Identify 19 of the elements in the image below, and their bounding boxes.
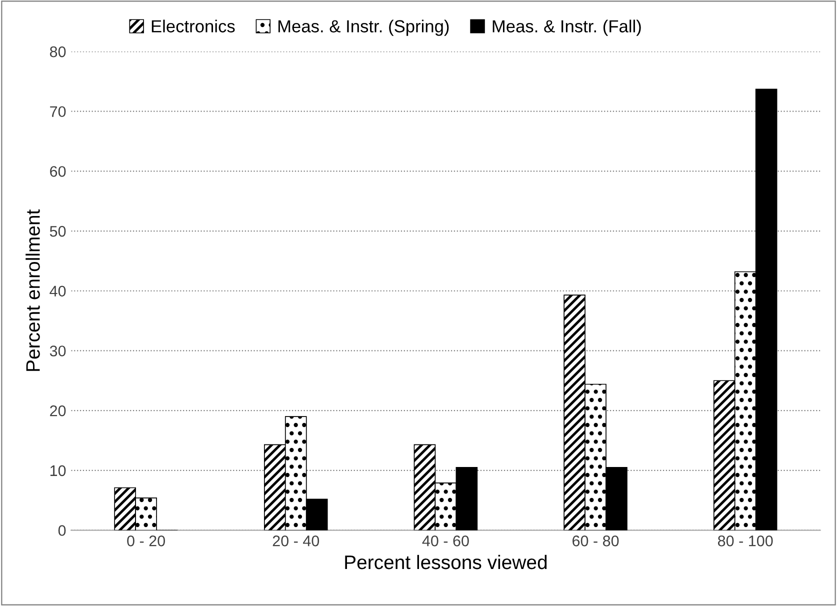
y-tick-label: 20 (50, 405, 66, 416)
y-tick-label: 10 (50, 465, 66, 476)
y-tick-label: 50 (50, 226, 66, 237)
x-axis-title: Percent lessons viewed (345, 554, 547, 570)
y-tick-label: 30 (50, 346, 66, 356)
y-tick-label: 0 (58, 525, 66, 536)
legend-label: Meas. & Instr. (Fall) (492, 20, 641, 36)
y-tick-label: 40 (50, 286, 66, 297)
x-tick-label: 20 - 40 (272, 536, 320, 546)
legend-label: Meas. & Instr. (Spring) (278, 20, 449, 36)
x-tick-label: 40 - 60 (422, 536, 469, 546)
legend-label: Electronics (152, 20, 235, 32)
y-tick-label: 60 (50, 166, 66, 177)
x-tick-label: 0 - 20 (127, 536, 165, 546)
y-tick-label: 70 (50, 106, 66, 118)
y-axis-title: Percent enrollment (26, 209, 40, 371)
x-tick-label: 80 - 100 (718, 536, 773, 546)
x-tick-label: 60 - 80 (572, 536, 619, 546)
y-tick-label: 80 (50, 46, 66, 58)
